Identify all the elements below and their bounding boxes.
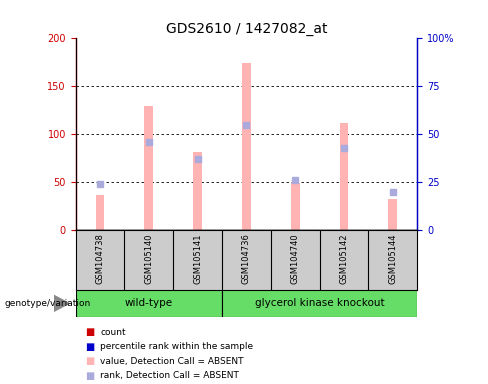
Text: GSM104738: GSM104738: [96, 233, 104, 284]
Text: count: count: [100, 328, 126, 337]
Bar: [388, 199, 397, 230]
Text: GSM105142: GSM105142: [340, 233, 348, 284]
Bar: [193, 152, 202, 230]
Bar: [291, 184, 300, 230]
Bar: [144, 106, 153, 230]
Bar: [340, 123, 348, 230]
Text: ■: ■: [85, 356, 95, 366]
Text: genotype/variation: genotype/variation: [5, 299, 91, 308]
Text: GSM105141: GSM105141: [193, 233, 202, 284]
Bar: [242, 63, 251, 230]
Text: GSM104736: GSM104736: [242, 233, 251, 284]
Text: GSM105144: GSM105144: [388, 233, 397, 284]
Text: value, Detection Call = ABSENT: value, Detection Call = ABSENT: [100, 357, 244, 366]
Bar: [222, 290, 417, 317]
Text: ■: ■: [85, 327, 95, 337]
Text: wild-type: wild-type: [125, 298, 173, 308]
Bar: [96, 195, 104, 230]
Text: GSM104740: GSM104740: [291, 233, 300, 284]
Text: glycerol kinase knockout: glycerol kinase knockout: [255, 298, 385, 308]
Polygon shape: [54, 295, 69, 311]
Title: GDS2610 / 1427082_at: GDS2610 / 1427082_at: [166, 22, 327, 36]
Text: rank, Detection Call = ABSENT: rank, Detection Call = ABSENT: [100, 371, 239, 381]
Bar: [76, 290, 222, 317]
Text: percentile rank within the sample: percentile rank within the sample: [100, 342, 253, 351]
Text: ■: ■: [85, 371, 95, 381]
Text: GSM105140: GSM105140: [144, 233, 153, 284]
Text: ■: ■: [85, 342, 95, 352]
